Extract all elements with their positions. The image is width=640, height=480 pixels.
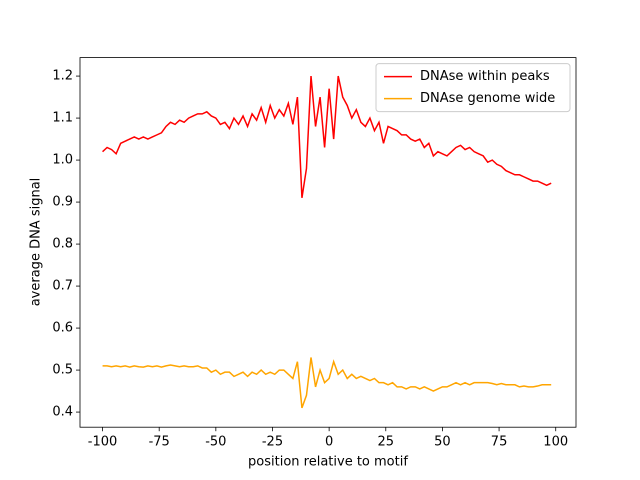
y-tick-label: 0.7: [52, 279, 73, 294]
x-tick-label: -25: [262, 435, 283, 450]
y-tick-label: 0.9: [52, 195, 73, 210]
y-tick-label: 1.1: [52, 111, 73, 126]
x-tick-label: 25: [378, 435, 395, 450]
x-tick-label: 100: [543, 435, 568, 450]
legend-box: [375, 63, 571, 113]
y-tick-label: 1.2: [52, 69, 73, 84]
y-tick-label: 0.5: [52, 363, 73, 378]
x-tick-label: -50: [205, 435, 226, 450]
x-tick-label: -75: [149, 435, 170, 450]
x-tick-label: -100: [88, 435, 118, 450]
y-axis-label: average DNA signal: [29, 178, 44, 307]
y-tick-label: 0.4: [52, 405, 73, 420]
data-line: [102, 75, 552, 198]
legend-label: DNAse within peaks: [420, 69, 550, 84]
x-tick-label: 75: [491, 435, 508, 450]
y-tick-label: 1.0: [52, 153, 73, 168]
x-tick-label: 50: [434, 435, 451, 450]
y-tick-label: 0.8: [52, 237, 73, 252]
data-line: [102, 357, 552, 409]
legend-label: DNAse genome wide: [420, 91, 555, 106]
x-axis-label: position relative to motif: [248, 455, 408, 470]
y-tick-label: 0.6: [52, 321, 73, 336]
x-tick-label: 0: [325, 435, 333, 450]
plot-frame: [79, 57, 577, 428]
